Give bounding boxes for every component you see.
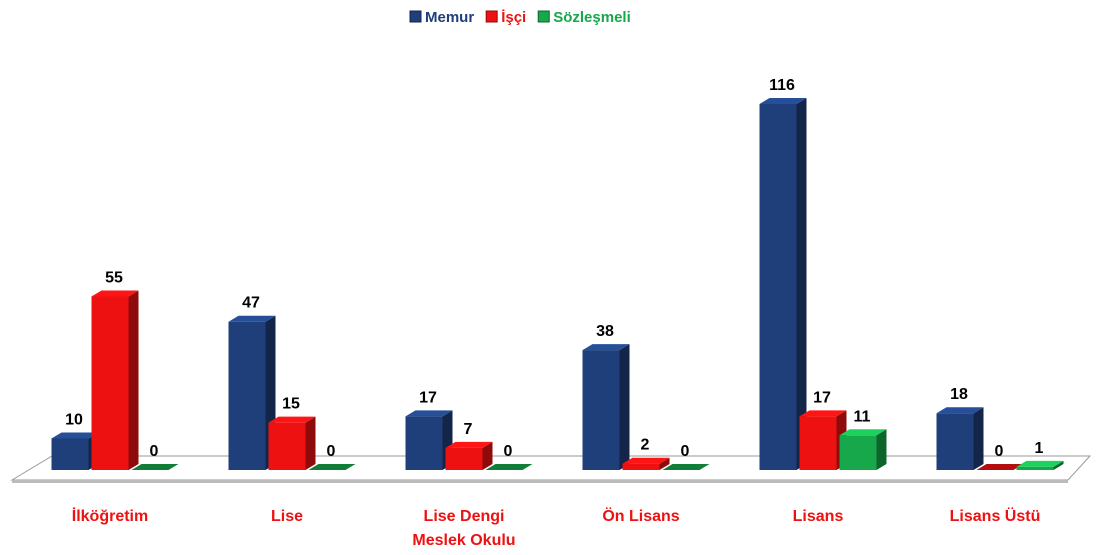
bar-top xyxy=(91,290,139,297)
bar xyxy=(622,457,670,470)
bar-front xyxy=(228,321,266,470)
value-label: 7 xyxy=(464,421,473,438)
bar xyxy=(759,98,807,470)
value-label: 15 xyxy=(282,396,300,413)
legend-label: Memur xyxy=(425,9,474,26)
bar-side xyxy=(128,290,139,470)
value-label: 17 xyxy=(419,389,437,406)
bar-top xyxy=(582,344,630,351)
legend-swatch xyxy=(537,10,550,23)
bar-side xyxy=(305,416,316,470)
bar-front xyxy=(622,463,660,470)
category-label: Ön Lisans xyxy=(602,508,680,525)
legend-label: İşçi xyxy=(501,9,526,26)
value-label: 11 xyxy=(854,408,871,425)
value-label: 0 xyxy=(995,443,1004,460)
bar xyxy=(839,429,887,470)
bar xyxy=(91,290,139,470)
category-label: İlköğretim xyxy=(71,508,149,525)
bar-front xyxy=(759,104,797,470)
value-label: 0 xyxy=(327,443,336,460)
bar-top xyxy=(976,464,1024,470)
floor xyxy=(10,455,1092,481)
bar-top xyxy=(622,457,670,464)
bar xyxy=(308,464,356,470)
bar xyxy=(582,344,630,470)
bar-side xyxy=(973,407,984,470)
bar-front xyxy=(1016,466,1054,470)
bar-top xyxy=(268,416,316,423)
category-label: Lisans Üstü xyxy=(949,508,1041,525)
bar-front xyxy=(799,416,837,470)
value-label: 0 xyxy=(150,443,159,460)
bar-top xyxy=(131,464,179,470)
value-label: 47 xyxy=(242,295,260,312)
bar xyxy=(485,464,533,470)
value-label: 1 xyxy=(1035,440,1044,457)
bar-top xyxy=(405,410,453,417)
bar xyxy=(662,464,710,470)
bar-side xyxy=(876,429,887,470)
category-label: Lisans xyxy=(792,508,844,525)
bar-top xyxy=(1016,460,1064,467)
bar-side xyxy=(1053,460,1064,470)
bar-top xyxy=(445,441,493,448)
bar-top xyxy=(759,98,807,104)
bar xyxy=(405,410,453,470)
bar xyxy=(936,407,984,470)
category-label: Lise xyxy=(270,508,303,525)
bar-front xyxy=(51,438,89,470)
bar xyxy=(445,441,493,470)
bar xyxy=(268,416,316,470)
bar-top xyxy=(228,315,276,322)
bar-front xyxy=(936,413,974,470)
bar-side xyxy=(482,441,493,470)
bar-front xyxy=(445,447,483,470)
category-label: Lise Dengi Meslek Okulu xyxy=(412,508,516,549)
bar-side xyxy=(659,457,670,470)
bar xyxy=(228,315,276,470)
bar xyxy=(976,464,1024,470)
value-label: 0 xyxy=(681,443,690,460)
floor-edge xyxy=(12,480,1068,483)
bar-front xyxy=(405,416,443,470)
bar-front xyxy=(839,435,877,470)
value-label: 18 xyxy=(950,386,968,403)
value-label: 38 xyxy=(596,323,614,340)
bar-top xyxy=(839,429,887,436)
value-label: 55 xyxy=(105,269,123,286)
bar-front xyxy=(91,296,129,470)
legend-swatch xyxy=(409,10,422,23)
bar-side xyxy=(796,98,807,470)
bar xyxy=(131,464,179,470)
bar-side xyxy=(619,344,630,470)
value-label: 2 xyxy=(641,437,650,454)
bar-top xyxy=(799,410,847,417)
bar-top xyxy=(308,464,356,470)
bar-top xyxy=(662,464,710,470)
bar-front xyxy=(268,422,306,470)
value-label: 10 xyxy=(65,411,83,428)
value-label: 0 xyxy=(504,443,513,460)
bar xyxy=(51,432,99,470)
value-label: 17 xyxy=(813,389,831,406)
legend-swatch xyxy=(485,10,498,23)
bar-top xyxy=(936,407,984,414)
bar-top xyxy=(51,432,99,439)
bar xyxy=(1016,460,1064,470)
bar xyxy=(799,410,847,470)
bar-front xyxy=(582,350,620,470)
bar-top xyxy=(485,464,533,470)
legend: Memur İşçi Sözleşmeli xyxy=(409,9,631,26)
value-label: 116 xyxy=(769,77,795,94)
legend-label: Sözleşmeli xyxy=(553,9,631,26)
